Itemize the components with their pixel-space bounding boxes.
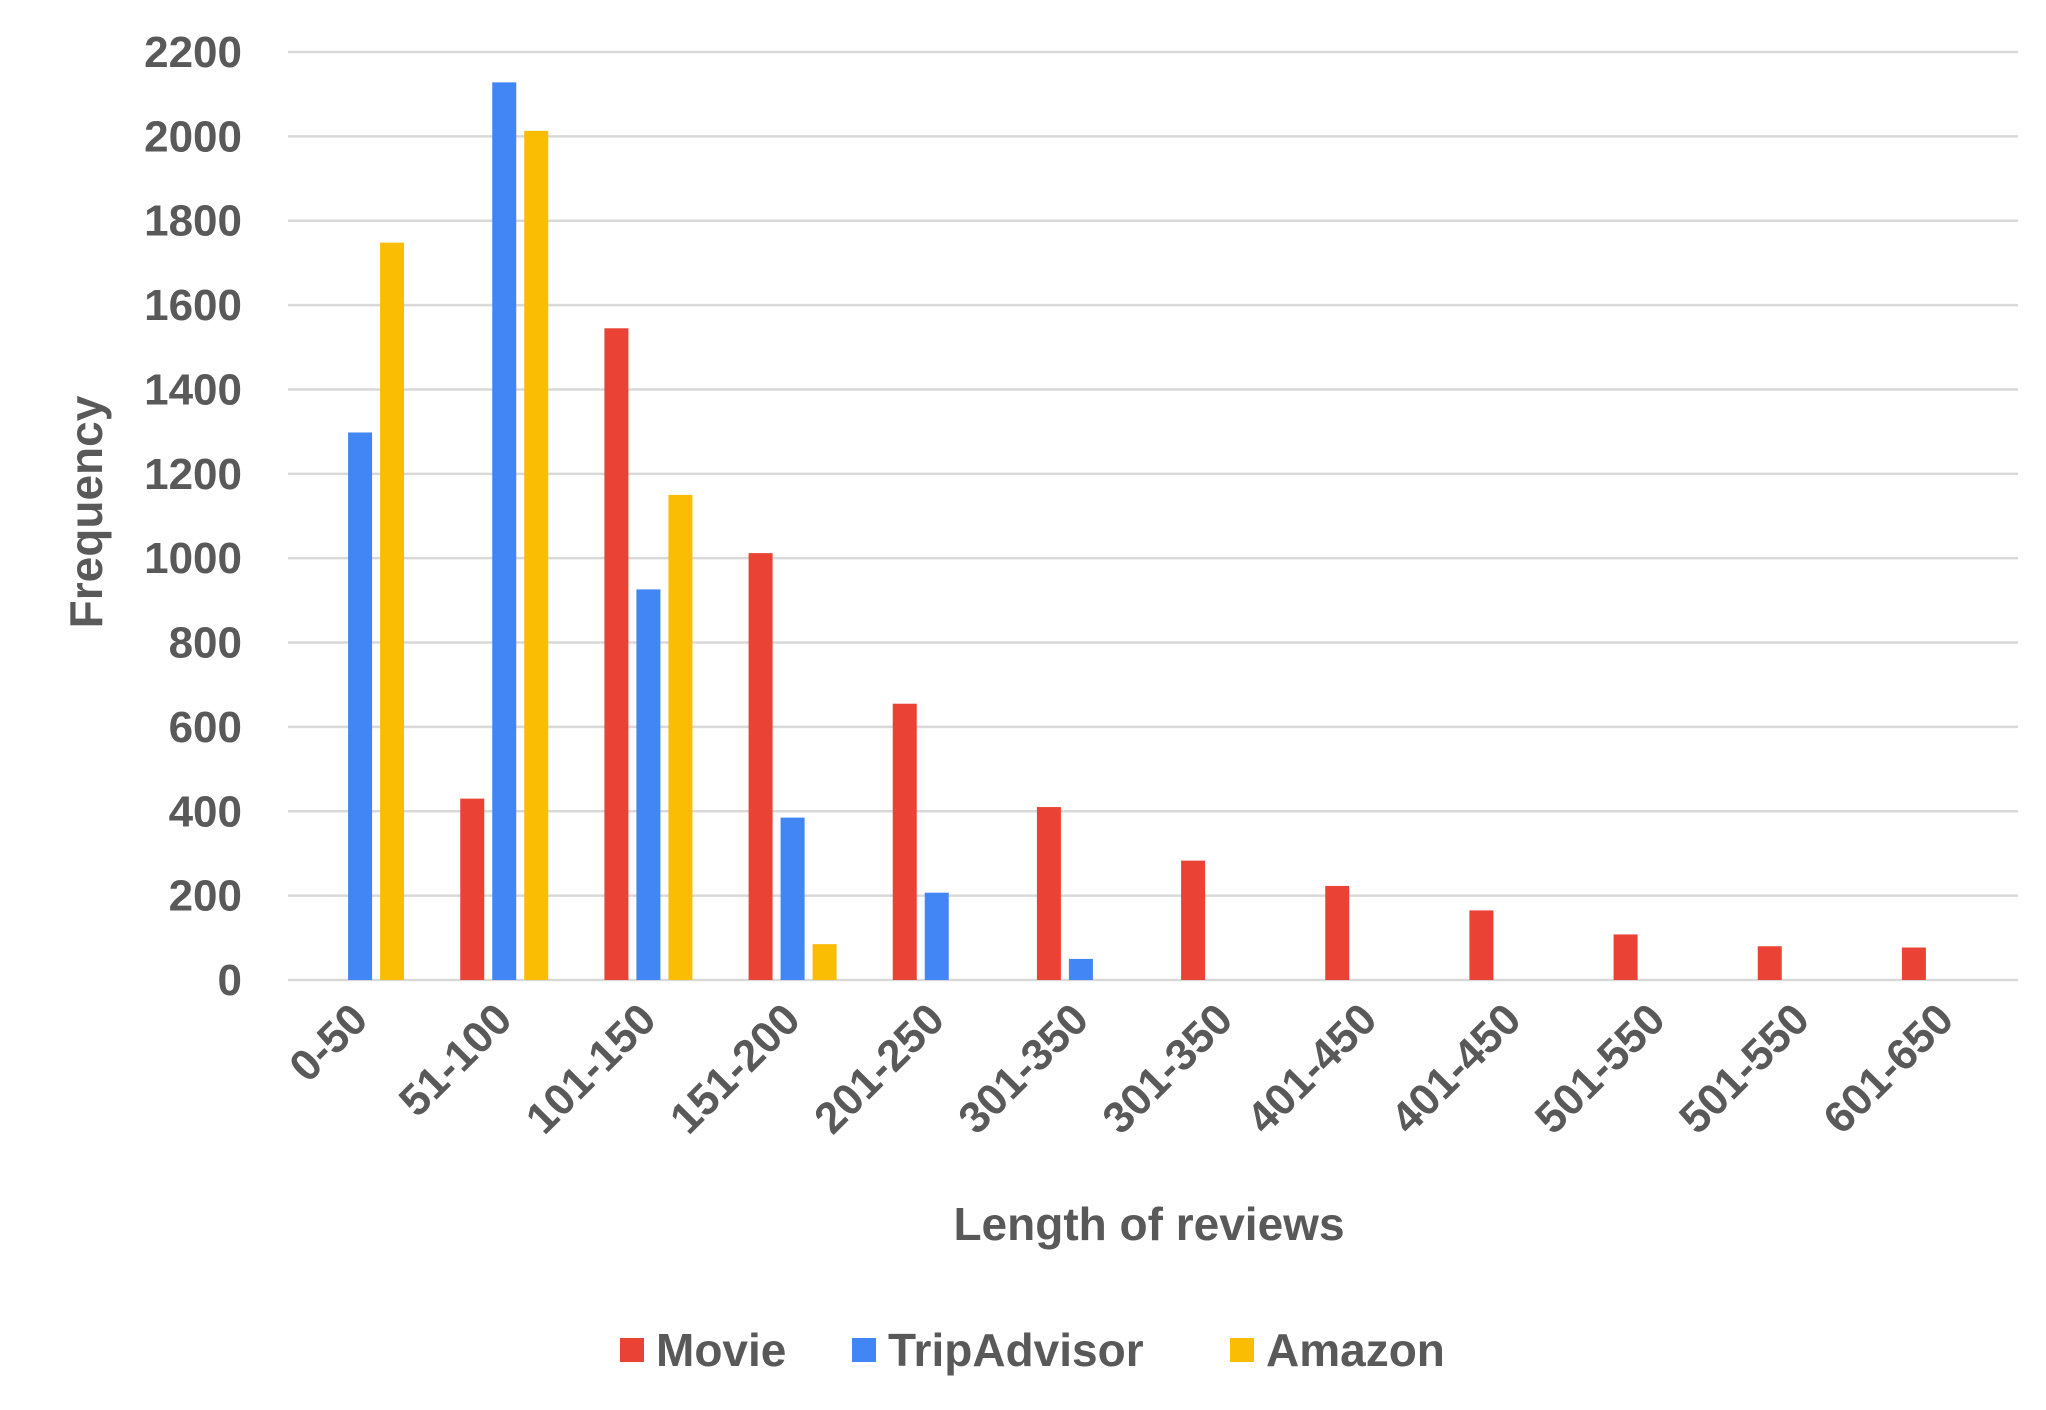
bar-tripadvisor-1	[492, 82, 517, 980]
bar-movie-10	[1757, 946, 1782, 980]
y-tick-label: 1800	[144, 197, 242, 246]
x-tick-label: 201-250	[805, 994, 954, 1143]
x-tick-label: 401-450	[1237, 994, 1386, 1143]
y-tick-label: 400	[169, 787, 242, 836]
x-tick-label: 0-50	[280, 994, 377, 1091]
x-tick-label: 101-150	[517, 994, 666, 1143]
x-tick-label: 301-350	[1093, 994, 1242, 1143]
bar-movie-6	[1181, 860, 1206, 980]
legend: Movie TripAdvisor Amazon	[620, 1324, 1445, 1376]
x-tick-label: 601-650	[1814, 994, 1963, 1143]
legend-swatch-movie	[620, 1338, 644, 1362]
bar-tripadvisor-0	[348, 432, 373, 981]
y-tick-label: 800	[169, 619, 242, 668]
y-tick-label: 1200	[144, 450, 242, 499]
bar-tripadvisor-4	[924, 892, 949, 980]
bar-tripadvisor-3	[780, 817, 805, 980]
legend-label-tripadvisor: TripAdvisor	[888, 1324, 1144, 1376]
bar-movie-3	[748, 553, 773, 980]
y-tick-label: 2000	[144, 112, 242, 161]
legend-swatch-amazon	[1230, 1338, 1254, 1362]
y-tick-label: 0	[218, 956, 242, 1005]
bar-amazon-2	[668, 494, 693, 980]
bar-movie-9	[1613, 934, 1638, 980]
legend-label-movie: Movie	[656, 1324, 786, 1376]
bar-tripadvisor-5	[1068, 958, 1093, 980]
bar-movie-7	[1325, 885, 1350, 980]
bar-amazon-1	[524, 130, 549, 980]
x-tick-label: 401-450	[1382, 994, 1531, 1143]
bar-movie-1	[460, 798, 485, 980]
bar-tripadvisor-2	[636, 589, 661, 980]
x-tick-label: 51-100	[390, 994, 522, 1126]
bar-movie-2	[604, 328, 629, 981]
y-tick-label: 1600	[144, 281, 242, 330]
y-axis-ticks: 0 200 400 600 800 1000 1200 1400 1600 1800 2000 220…	[144, 28, 242, 1005]
legend-swatch-tripadvisor	[852, 1338, 876, 1362]
x-axis-ticks: 0-50 51-100101-150151-200201-250301-35030…	[280, 994, 1963, 1143]
y-tick-label: 600	[169, 703, 242, 752]
y-tick-label: 1400	[144, 365, 242, 414]
x-axis-title: Length of reviews	[953, 1198, 1344, 1250]
bar-movie-8	[1469, 910, 1494, 980]
y-tick-label: 200	[169, 872, 242, 921]
x-tick-label: 151-200	[661, 994, 810, 1143]
gridlines	[288, 50, 2018, 982]
x-tick-label: 301-350	[949, 994, 1098, 1143]
bar-movie-11	[1901, 947, 1926, 980]
y-tick-label: 2200	[144, 28, 242, 77]
x-tick-label: 501-550	[1670, 994, 1819, 1143]
y-axis-title: Frequency	[60, 395, 112, 628]
bar-movie-4	[892, 703, 917, 980]
x-tick-label: 501-550	[1526, 994, 1675, 1143]
bar-amazon-3	[812, 944, 837, 980]
bar-amazon-0	[380, 242, 405, 981]
y-tick-label: 1000	[144, 534, 242, 583]
bars	[348, 82, 1926, 981]
bar-movie-5	[1036, 807, 1061, 980]
legend-label-amazon: Amazon	[1266, 1324, 1445, 1376]
